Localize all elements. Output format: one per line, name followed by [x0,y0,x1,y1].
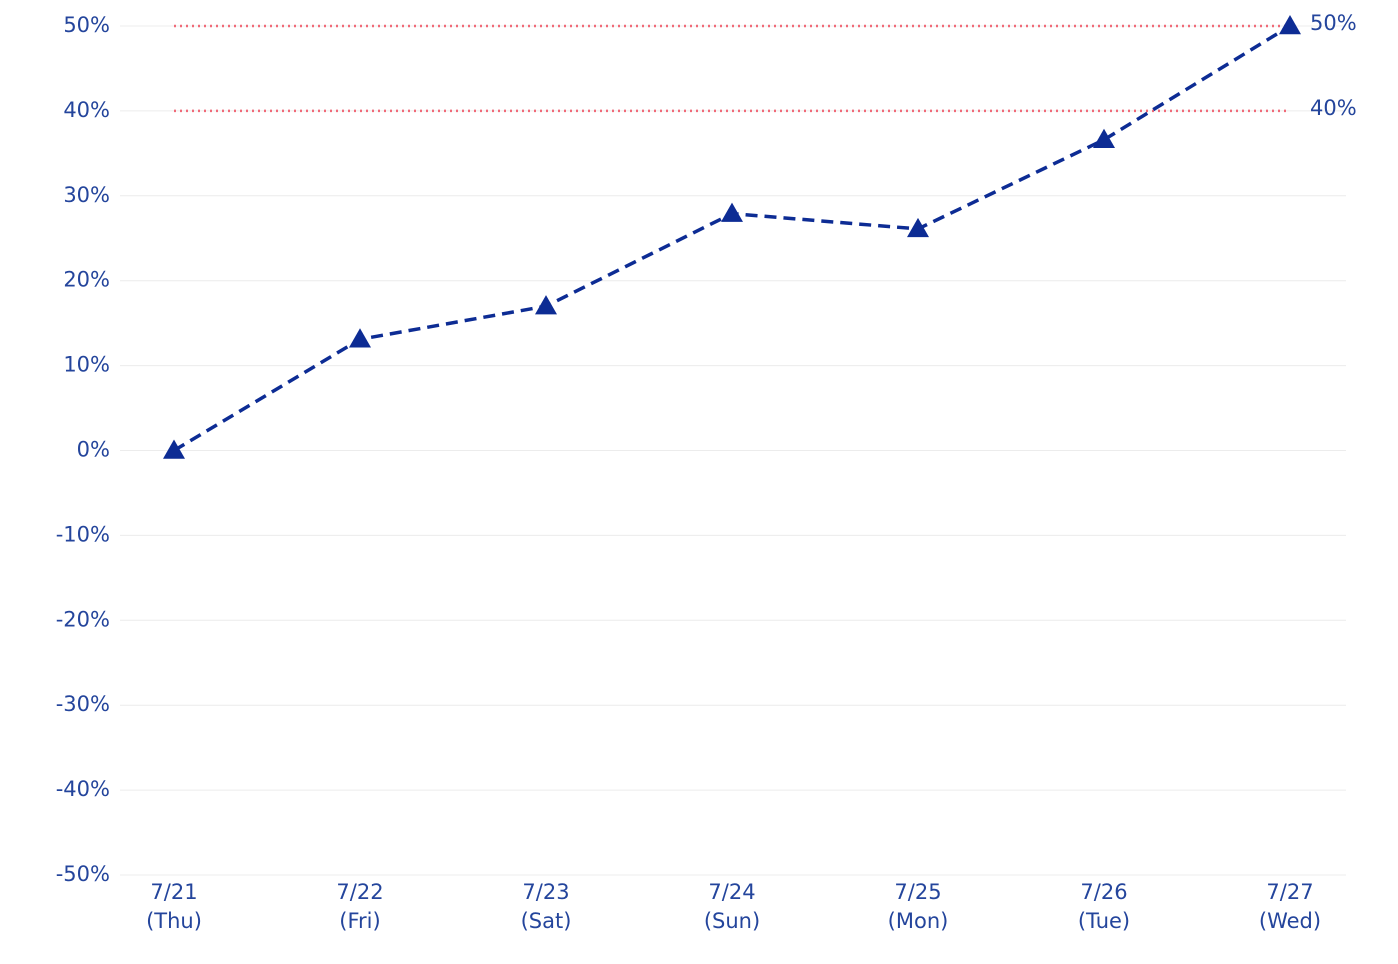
x-tick-label: (Sun) [704,909,760,933]
x-tick-label: (Tue) [1078,909,1130,933]
x-tick-label: 7/23 [522,880,569,904]
y-tick-label: 10% [63,353,110,377]
y-tick-label: 40% [63,98,110,122]
data-point [721,202,743,222]
x-tick-label: 7/25 [894,880,941,904]
y-tick-label: -40% [56,777,110,801]
data-line [173,24,1291,453]
y-tick-label: -50% [56,862,110,886]
x-tick-label: 7/22 [336,880,383,904]
data-point [1093,128,1115,149]
x-tick-label: (Wed) [1259,909,1321,933]
y-tick-label: 0% [77,438,110,462]
y-tick-label: 20% [63,268,110,292]
data-point [1279,15,1301,35]
reference-label: 40% [1310,96,1357,120]
x-tick-label: 7/26 [1080,880,1127,904]
x-tick-label: (Mon) [888,909,949,933]
y-tick-label: -30% [56,692,110,716]
data-point [349,328,371,348]
y-tick-label: 30% [63,183,110,207]
x-tick-label: (Sat) [521,909,572,933]
y-tick-label: 50% [63,13,110,37]
data-point [163,439,185,459]
y-tick-label: -20% [56,607,110,631]
x-tick-label: (Thu) [146,909,202,933]
x-tick-label: 7/24 [708,880,755,904]
x-tick-label: 7/27 [1266,880,1313,904]
reference-label: 50% [1310,11,1357,35]
x-tick-label: 7/21 [150,880,197,904]
y-tick-label: -10% [56,522,110,546]
data-point [535,295,557,315]
x-tick-label: (Fri) [339,909,380,933]
data-point [907,217,929,238]
